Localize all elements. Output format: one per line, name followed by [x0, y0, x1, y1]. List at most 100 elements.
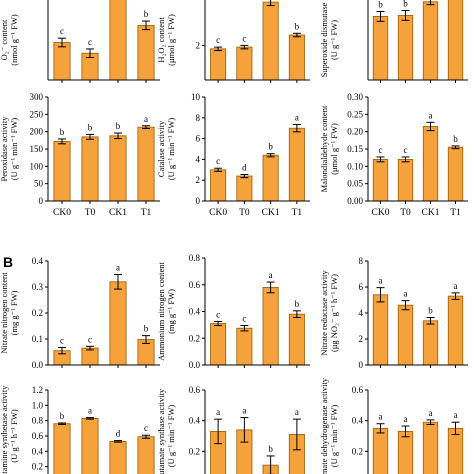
- y-axis-label-line: (U g⁻¹ h⁻¹ FW): [9, 409, 19, 463]
- bar: [372, 158, 389, 202]
- y-tick-label: 0.2: [352, 446, 363, 456]
- y-axis-label-line: Glutamate dehydrogenase activity: [319, 377, 329, 474]
- panel-6: c CK0 c T0 a CK1 b T1 0.00 0.05 0.10 0.15 0.20 0.25 0.…: [319, 92, 468, 218]
- significance-letter: d: [116, 429, 121, 439]
- y-axis-label-line: Superoxide dismutase: [319, 2, 329, 77]
- y-axis-label-line: Glutamate synthase activity: [156, 388, 166, 474]
- bar: [397, 304, 414, 366]
- panel-12: a a a a 0.2 0.4 0.6 Glutamate dehydrogenase act…: [319, 377, 464, 474]
- x-tick-label: CK0: [209, 208, 227, 218]
- bar: [422, 320, 439, 366]
- y-tick-label: 4: [196, 154, 201, 164]
- y-tick-label: 0.2: [32, 462, 43, 472]
- y-axis-label-line: O₂⁻ content: [0, 19, 9, 60]
- significance-letter: c: [88, 334, 92, 344]
- y-tick-label: 0.00: [347, 196, 363, 206]
- y-axis-label-line: (μmol g⁻¹ FW): [166, 14, 176, 66]
- panel-8: c c a b 0.0 0.2 0.4 0.6 0.8 Ammonium nitrogen con…: [156, 253, 310, 370]
- significance-letter: c: [379, 145, 383, 155]
- bar: [109, 281, 127, 366]
- significance-letter: b: [378, 0, 383, 10]
- bar: [372, 294, 389, 366]
- y-tick-label: 8: [359, 256, 364, 266]
- y-axis-label: Ammonium nitrogen content(mg g⁻¹ FW): [156, 262, 176, 361]
- y-axis-label-line: (U g⁻¹ min⁻¹ FW): [329, 405, 339, 468]
- y-tick-label: 2: [196, 40, 201, 50]
- bar: [288, 313, 305, 366]
- y-tick-label: 150: [30, 144, 44, 154]
- y-axis-label: Glutamate synthase activity(U g⁻¹ min⁻¹ …: [156, 388, 176, 474]
- y-tick-label: 300: [30, 92, 44, 102]
- bar: [288, 127, 305, 202]
- bar: [236, 175, 253, 202]
- panel-9: a a b a 0 2 4 6 8 Nitrate reductase activity(μg N…: [319, 256, 468, 370]
- x-tick-label: T1: [450, 208, 461, 218]
- bar: [210, 169, 227, 202]
- y-axis-label: Catalase activity(U g⁻¹ min⁻¹ FW): [156, 118, 176, 181]
- y-tick-label: 0.6: [189, 280, 201, 290]
- significance-letter: b: [295, 299, 300, 309]
- panel-label-b: B: [3, 254, 14, 270]
- y-tick-label: 0.0: [189, 360, 201, 370]
- y-axis-label-line: Nitrate reductase activity: [319, 270, 329, 356]
- panel-10: b a d c 0.2 0.4 0.6 0.8 1.0 1.2 Glutamine syntheta…: [0, 385, 155, 474]
- y-axis-label-line: Catalase activity: [156, 120, 166, 177]
- y-tick-label: 0.1: [32, 334, 43, 344]
- significance-letter: a: [242, 406, 246, 416]
- y-axis-label-line: (U g⁻¹ min⁻¹ FW): [166, 405, 176, 468]
- significance-letter: a: [379, 276, 383, 286]
- y-tick-label: 8: [196, 113, 201, 123]
- y-tick-label: 0.4: [32, 446, 44, 456]
- x-tick-label: CK0: [372, 208, 390, 218]
- y-tick-label: 2: [359, 334, 364, 344]
- x-tick-label: T0: [85, 208, 96, 218]
- significance-letter: a: [404, 414, 408, 424]
- y-tick-label: 0.0: [32, 360, 44, 370]
- bar: [210, 323, 227, 366]
- panel-4: b CK0 b T0 b CK1 a T1 0 50 100 150 200 250 300 Peroxida…: [0, 92, 160, 218]
- x-tick-label: T0: [400, 208, 411, 218]
- significance-letter: a: [88, 406, 92, 416]
- y-axis-label-line: (μg NO₂⁻ g⁻¹ h⁻¹ FW): [329, 274, 339, 352]
- significance-letter: c: [60, 336, 64, 346]
- y-tick-label: 6: [359, 282, 364, 292]
- bar: [262, 1, 279, 81]
- x-tick-label: CK1: [109, 208, 127, 218]
- y-tick-label: 4: [359, 308, 364, 318]
- y-axis-label: Malondialdehyde content(μmol g⁻¹ FW): [319, 105, 339, 192]
- y-axis-label: Nitrate reductase activity(μg NO₂⁻ g⁻¹ h…: [319, 270, 339, 356]
- significance-letter: b: [60, 411, 65, 421]
- bar: [236, 327, 253, 366]
- x-tick-label: CK1: [422, 208, 440, 218]
- significance-letter: a: [454, 281, 458, 291]
- significance-letter: a: [454, 410, 458, 420]
- significance-letter: a: [269, 270, 273, 280]
- y-tick-label: 0.2: [189, 333, 200, 343]
- significance-letter: b: [60, 127, 65, 137]
- y-tick-label: 10: [191, 92, 201, 102]
- y-axis-label-line: Glutamine synthetase activity: [0, 385, 9, 474]
- x-tick-label: T1: [141, 208, 152, 218]
- bar: [109, 0, 127, 81]
- bar: [236, 46, 253, 81]
- y-tick-label: 0.4: [352, 416, 364, 426]
- bar: [447, 295, 464, 366]
- significance-letter: a: [379, 412, 383, 422]
- significance-letter: b: [453, 134, 458, 144]
- significance-letter: d: [242, 162, 247, 172]
- x-tick-label: CK0: [53, 208, 71, 218]
- significance-letter: a: [429, 110, 433, 120]
- significance-letter: a: [116, 263, 120, 273]
- significance-letter: b: [268, 444, 273, 454]
- x-tick-label: T1: [292, 208, 303, 218]
- y-tick-label: 100: [30, 161, 44, 171]
- y-tick-label: 0.4: [32, 256, 44, 266]
- significance-letter: b: [403, 0, 408, 9]
- panel-3: bbaSuperoxide dismutase(U g⁻¹ FW): [319, 0, 468, 83]
- significance-letter: a: [295, 407, 299, 417]
- significance-letter: b: [295, 21, 300, 31]
- bar: [137, 436, 155, 474]
- y-axis-label-line: (mg g⁻¹ FW): [166, 289, 176, 334]
- y-axis-label-line: Nitrate nitrogen content: [0, 272, 9, 354]
